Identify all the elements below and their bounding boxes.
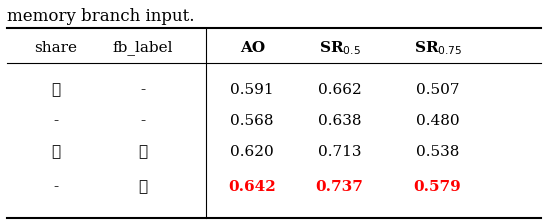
Text: 0.568: 0.568 xyxy=(231,114,274,128)
Text: ✓: ✓ xyxy=(139,145,148,159)
Text: fb_label: fb_label xyxy=(113,40,173,55)
Text: SR$_{0.5}$: SR$_{0.5}$ xyxy=(318,39,361,57)
Text: 0.737: 0.737 xyxy=(316,180,363,194)
Text: ✓: ✓ xyxy=(52,83,60,97)
Text: 0.507: 0.507 xyxy=(416,83,459,97)
Text: SR$_{0.75}$: SR$_{0.75}$ xyxy=(414,39,461,57)
Text: 0.620: 0.620 xyxy=(230,145,274,159)
Text: 0.538: 0.538 xyxy=(416,145,459,159)
Text: 0.480: 0.480 xyxy=(416,114,459,128)
Text: 0.579: 0.579 xyxy=(414,180,461,194)
Text: -: - xyxy=(141,114,146,128)
Text: 0.638: 0.638 xyxy=(318,114,361,128)
Text: -: - xyxy=(53,180,59,194)
Text: AO: AO xyxy=(239,41,265,55)
Text: ✓: ✓ xyxy=(139,180,148,194)
Text: 0.642: 0.642 xyxy=(229,180,276,194)
Text: memory branch input.: memory branch input. xyxy=(7,8,195,25)
Text: 0.662: 0.662 xyxy=(317,83,361,97)
Text: 0.713: 0.713 xyxy=(318,145,361,159)
Text: ✓: ✓ xyxy=(52,145,60,159)
Text: -: - xyxy=(53,114,59,128)
Text: share: share xyxy=(35,41,77,55)
Text: -: - xyxy=(141,83,146,97)
Text: 0.591: 0.591 xyxy=(230,83,274,97)
